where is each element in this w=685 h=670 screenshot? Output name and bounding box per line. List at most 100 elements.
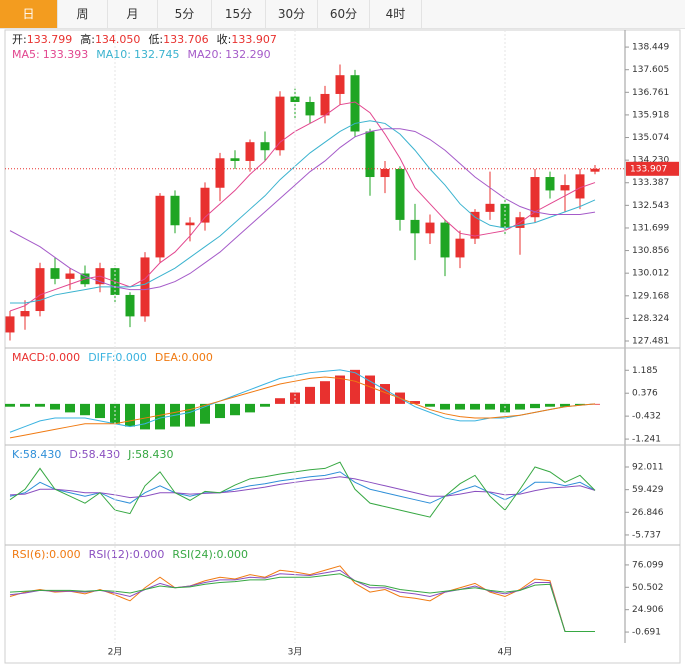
y-tick-label: 130.012: [632, 269, 669, 279]
macd-bar: [95, 403, 105, 419]
candle-body: [590, 168, 600, 172]
header-value: 0.000: [49, 548, 81, 561]
legend-value: 133.393: [43, 48, 89, 61]
header-value: 134.050: [95, 33, 141, 46]
period-tab[interactable]: 5分: [158, 0, 212, 28]
y-tick-label: 1.185: [632, 366, 658, 376]
macd-bar: [35, 403, 45, 407]
candle-body: [440, 222, 450, 258]
candle-body: [365, 131, 375, 178]
y-tick-label: 127.481: [632, 337, 669, 347]
y-tick-label: 133.387: [632, 178, 669, 188]
header-value: 58.430: [82, 448, 121, 461]
candle-body: [140, 257, 150, 317]
indicator-line: [9, 471, 596, 504]
macd-bar: [155, 403, 165, 430]
indicator-line: [9, 101, 596, 312]
candle-body: [545, 177, 555, 191]
y-tick-label: 59.429: [632, 485, 664, 495]
period-tab[interactable]: 周: [58, 0, 108, 28]
y-tick-label: 128.324: [632, 314, 669, 324]
macd-bar: [515, 403, 525, 410]
candle-body: [260, 142, 270, 151]
candle-body: [125, 294, 135, 317]
y-tick-label: 129.168: [632, 291, 669, 301]
header-label: 高:: [80, 32, 95, 46]
indicator-line: [9, 573, 595, 632]
macd-bar: [380, 384, 390, 404]
macd-bar: [110, 403, 120, 424]
candle-body: [50, 268, 60, 279]
period-tab[interactable]: 4时: [370, 0, 422, 28]
last-price-box: [626, 161, 679, 176]
indicator-line: [9, 376, 596, 439]
macd-bar: [575, 403, 585, 406]
ma-legend: MA5: 133.393 MA10: 132.745 MA20: 132.290: [12, 48, 271, 61]
period-tab[interactable]: 60分: [318, 0, 370, 28]
indicator-line: [9, 569, 595, 632]
candle-body: [20, 311, 30, 317]
period-tabs: 日周月 5分 15分 30分 60分 4时: [0, 0, 685, 29]
macd-bar: [185, 403, 195, 427]
y-tick-label: 134.230: [632, 156, 669, 166]
header-label: RSI(6):: [12, 548, 49, 561]
y-tick-label: 130.856: [632, 246, 669, 256]
indicator-line: [9, 461, 596, 518]
macd-bar: [245, 403, 255, 413]
indicator-line: [9, 476, 596, 499]
macd-bar: [125, 403, 135, 427]
header-label: K:: [12, 448, 23, 461]
legend-label: MA20:: [187, 48, 222, 61]
candle-body: [350, 75, 360, 132]
header-label: RSI(12):: [89, 548, 133, 561]
macd-bar: [335, 375, 345, 404]
panel-header: MACD:0.000 DIFF:0.000 DEA:0.000: [12, 351, 213, 364]
macd-bar: [560, 403, 570, 407]
y-tick-label: 0.376: [632, 389, 658, 399]
period-tab[interactable]: 日: [0, 0, 58, 28]
header-label: RSI(24):: [172, 548, 216, 561]
candle-body: [395, 168, 405, 220]
period-tab[interactable]: 月: [108, 0, 158, 28]
macd-bar: [455, 403, 465, 410]
macd-bar: [440, 403, 450, 410]
candle-body: [185, 222, 195, 226]
candle-body: [5, 316, 15, 333]
header-value: 58.430: [23, 448, 62, 461]
indicator-line: [9, 565, 595, 632]
y-tick-label: 131.699: [632, 223, 669, 233]
macd-bar: [200, 403, 210, 424]
x-tick-label: 4月: [498, 647, 513, 658]
chart-frame: [4, 29, 681, 664]
period-tab[interactable]: 30分: [266, 0, 318, 28]
y-tick-label: 76.099: [632, 560, 664, 570]
indicator-line: [9, 369, 596, 433]
candle-body: [575, 174, 585, 199]
macd-bar: [5, 403, 15, 407]
macd-bar: [260, 403, 270, 407]
header-value: 0.000: [133, 548, 165, 561]
macd-bar: [65, 403, 75, 413]
header-label: J:: [127, 448, 135, 461]
candle-body: [275, 96, 285, 151]
macd-bar: [530, 403, 540, 409]
y-tick-label: -0.691: [632, 628, 661, 638]
y-tick-label: 136.761: [632, 88, 669, 98]
candle-body: [170, 195, 180, 226]
macd-bar: [215, 403, 225, 419]
candle-body: [560, 185, 570, 191]
indicator-line: [9, 128, 596, 291]
candle-body: [155, 195, 165, 258]
candle-body: [380, 168, 390, 178]
header-label: MACD:: [12, 351, 49, 364]
macd-bar: [275, 398, 285, 404]
y-tick-label: 92.011: [632, 463, 664, 473]
y-tick-label: 137.605: [632, 65, 669, 75]
candle-body: [35, 268, 45, 312]
period-tab[interactable]: 15分: [212, 0, 266, 28]
y-tick-label: -0.432: [632, 412, 661, 422]
panel-header: RSI(6):0.000 RSI(12):0.000 RSI(24):0.000: [12, 548, 248, 561]
macd-bar: [485, 403, 495, 410]
